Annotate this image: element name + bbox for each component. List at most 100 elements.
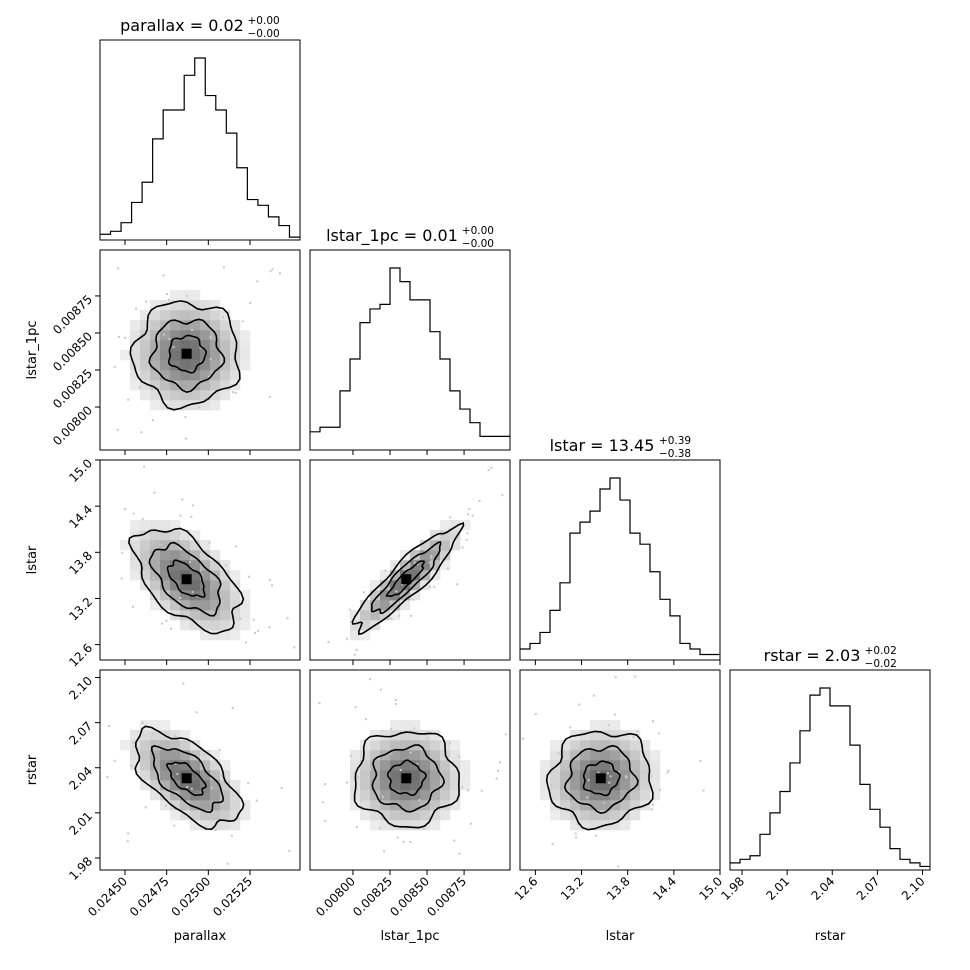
contour-level-3	[353, 731, 460, 829]
density-cell	[190, 530, 201, 541]
scatter-point	[218, 748, 221, 751]
scatter-point	[167, 298, 170, 301]
histogram-lstar	[520, 477, 720, 656]
x-tick-label-rstar: 2.01	[763, 874, 792, 903]
density-cell	[240, 600, 251, 611]
density-cell	[200, 320, 211, 331]
density-cell	[140, 340, 151, 351]
scatter-point	[116, 428, 119, 431]
density-cell	[140, 760, 151, 771]
density-cell	[620, 800, 631, 811]
density-cell	[190, 390, 201, 401]
scatter-point	[239, 617, 242, 620]
scatter-point	[249, 302, 252, 305]
y-tick-label-lstar: 13.2	[66, 595, 95, 624]
scatter-point	[522, 737, 525, 740]
scatter-point	[176, 736, 179, 739]
scatter-point	[426, 737, 429, 740]
density-cell	[550, 770, 561, 781]
y-axis-title-lstar_1pc: lstar_1pc	[25, 321, 40, 380]
density-cell	[390, 800, 401, 811]
density-cell	[550, 810, 561, 821]
panel-title-sup-lstar_1pc: +0.00	[462, 225, 494, 237]
density-cell	[610, 790, 621, 801]
scatter-point	[207, 314, 210, 317]
scatter-point	[550, 784, 553, 787]
density-cell	[440, 810, 451, 821]
density-cell	[380, 570, 391, 581]
scatter-point	[202, 814, 205, 817]
density-cell	[210, 310, 221, 321]
scatter-point	[245, 641, 248, 644]
density-cell	[360, 620, 371, 631]
density-cell	[580, 780, 591, 791]
scatter-point	[158, 741, 161, 744]
scatter-point	[143, 465, 146, 468]
density-cell	[580, 770, 591, 781]
density-cell	[440, 530, 451, 541]
y-axis-title-rstar: rstar	[25, 754, 40, 785]
scatter-point	[148, 316, 151, 319]
density-cell	[580, 790, 591, 801]
density-cell	[180, 380, 191, 391]
density-cell	[130, 730, 141, 741]
scatter-point	[182, 682, 185, 685]
scatter-point	[127, 398, 130, 401]
density-cell	[390, 770, 401, 781]
density-cell	[160, 750, 171, 761]
density-cell	[150, 370, 161, 381]
density-cell	[440, 780, 451, 791]
density-cell	[180, 730, 191, 741]
y-tick-label-rstar: 2.01	[66, 809, 95, 838]
scatter-point	[659, 788, 662, 791]
density-cell	[180, 760, 191, 771]
panel-title-sub-lstar: −0.38	[659, 448, 691, 460]
density-cell	[190, 290, 201, 301]
density-cell	[220, 590, 231, 601]
scatter-point	[173, 735, 176, 738]
density-cell	[160, 780, 171, 791]
density-cell	[210, 350, 221, 361]
density-cell	[170, 340, 181, 351]
density-cell	[130, 760, 141, 771]
density-cell	[150, 550, 161, 561]
x-tick-label-rstar: 2.07	[854, 874, 883, 903]
density-cell	[190, 320, 201, 331]
y-tick-label-lstar_1pc: 0.00850	[50, 329, 95, 374]
scatter-point	[231, 707, 234, 710]
scatter-point	[324, 820, 327, 823]
density-cell	[190, 340, 201, 351]
density-cell	[130, 520, 141, 531]
density-cell	[120, 540, 131, 551]
panel-frame	[519, 459, 721, 661]
density-cell	[160, 330, 171, 341]
density-cell	[180, 320, 191, 331]
scatter-point	[271, 584, 274, 587]
scatter-point	[699, 760, 702, 763]
scatter-point	[175, 316, 178, 319]
density-cell	[210, 360, 221, 371]
x-tick-label-parallax: 0.02500	[168, 874, 213, 919]
scatter-point	[116, 267, 119, 270]
density-cell	[240, 620, 251, 631]
density-cell	[430, 560, 441, 571]
density-cell	[640, 740, 651, 751]
density-cell	[120, 350, 131, 361]
density-cell	[240, 610, 251, 621]
scatter-point	[359, 800, 362, 803]
density-cell	[450, 740, 461, 751]
density-cell	[190, 350, 201, 361]
scatter-point	[221, 775, 224, 778]
panel-title-parallax: parallax = 0.02	[120, 16, 244, 35]
scatter-point	[174, 762, 177, 765]
density-cell	[210, 580, 221, 591]
scatter-point	[412, 598, 415, 601]
density-cell	[200, 540, 211, 551]
scatter-point	[151, 591, 154, 594]
density-cell	[580, 750, 591, 761]
scatter-point	[409, 730, 412, 733]
panel-title-lstar_1pc: lstar_1pc = 0.01	[326, 226, 458, 246]
scatter-point	[199, 346, 202, 349]
density-cell	[140, 570, 151, 581]
